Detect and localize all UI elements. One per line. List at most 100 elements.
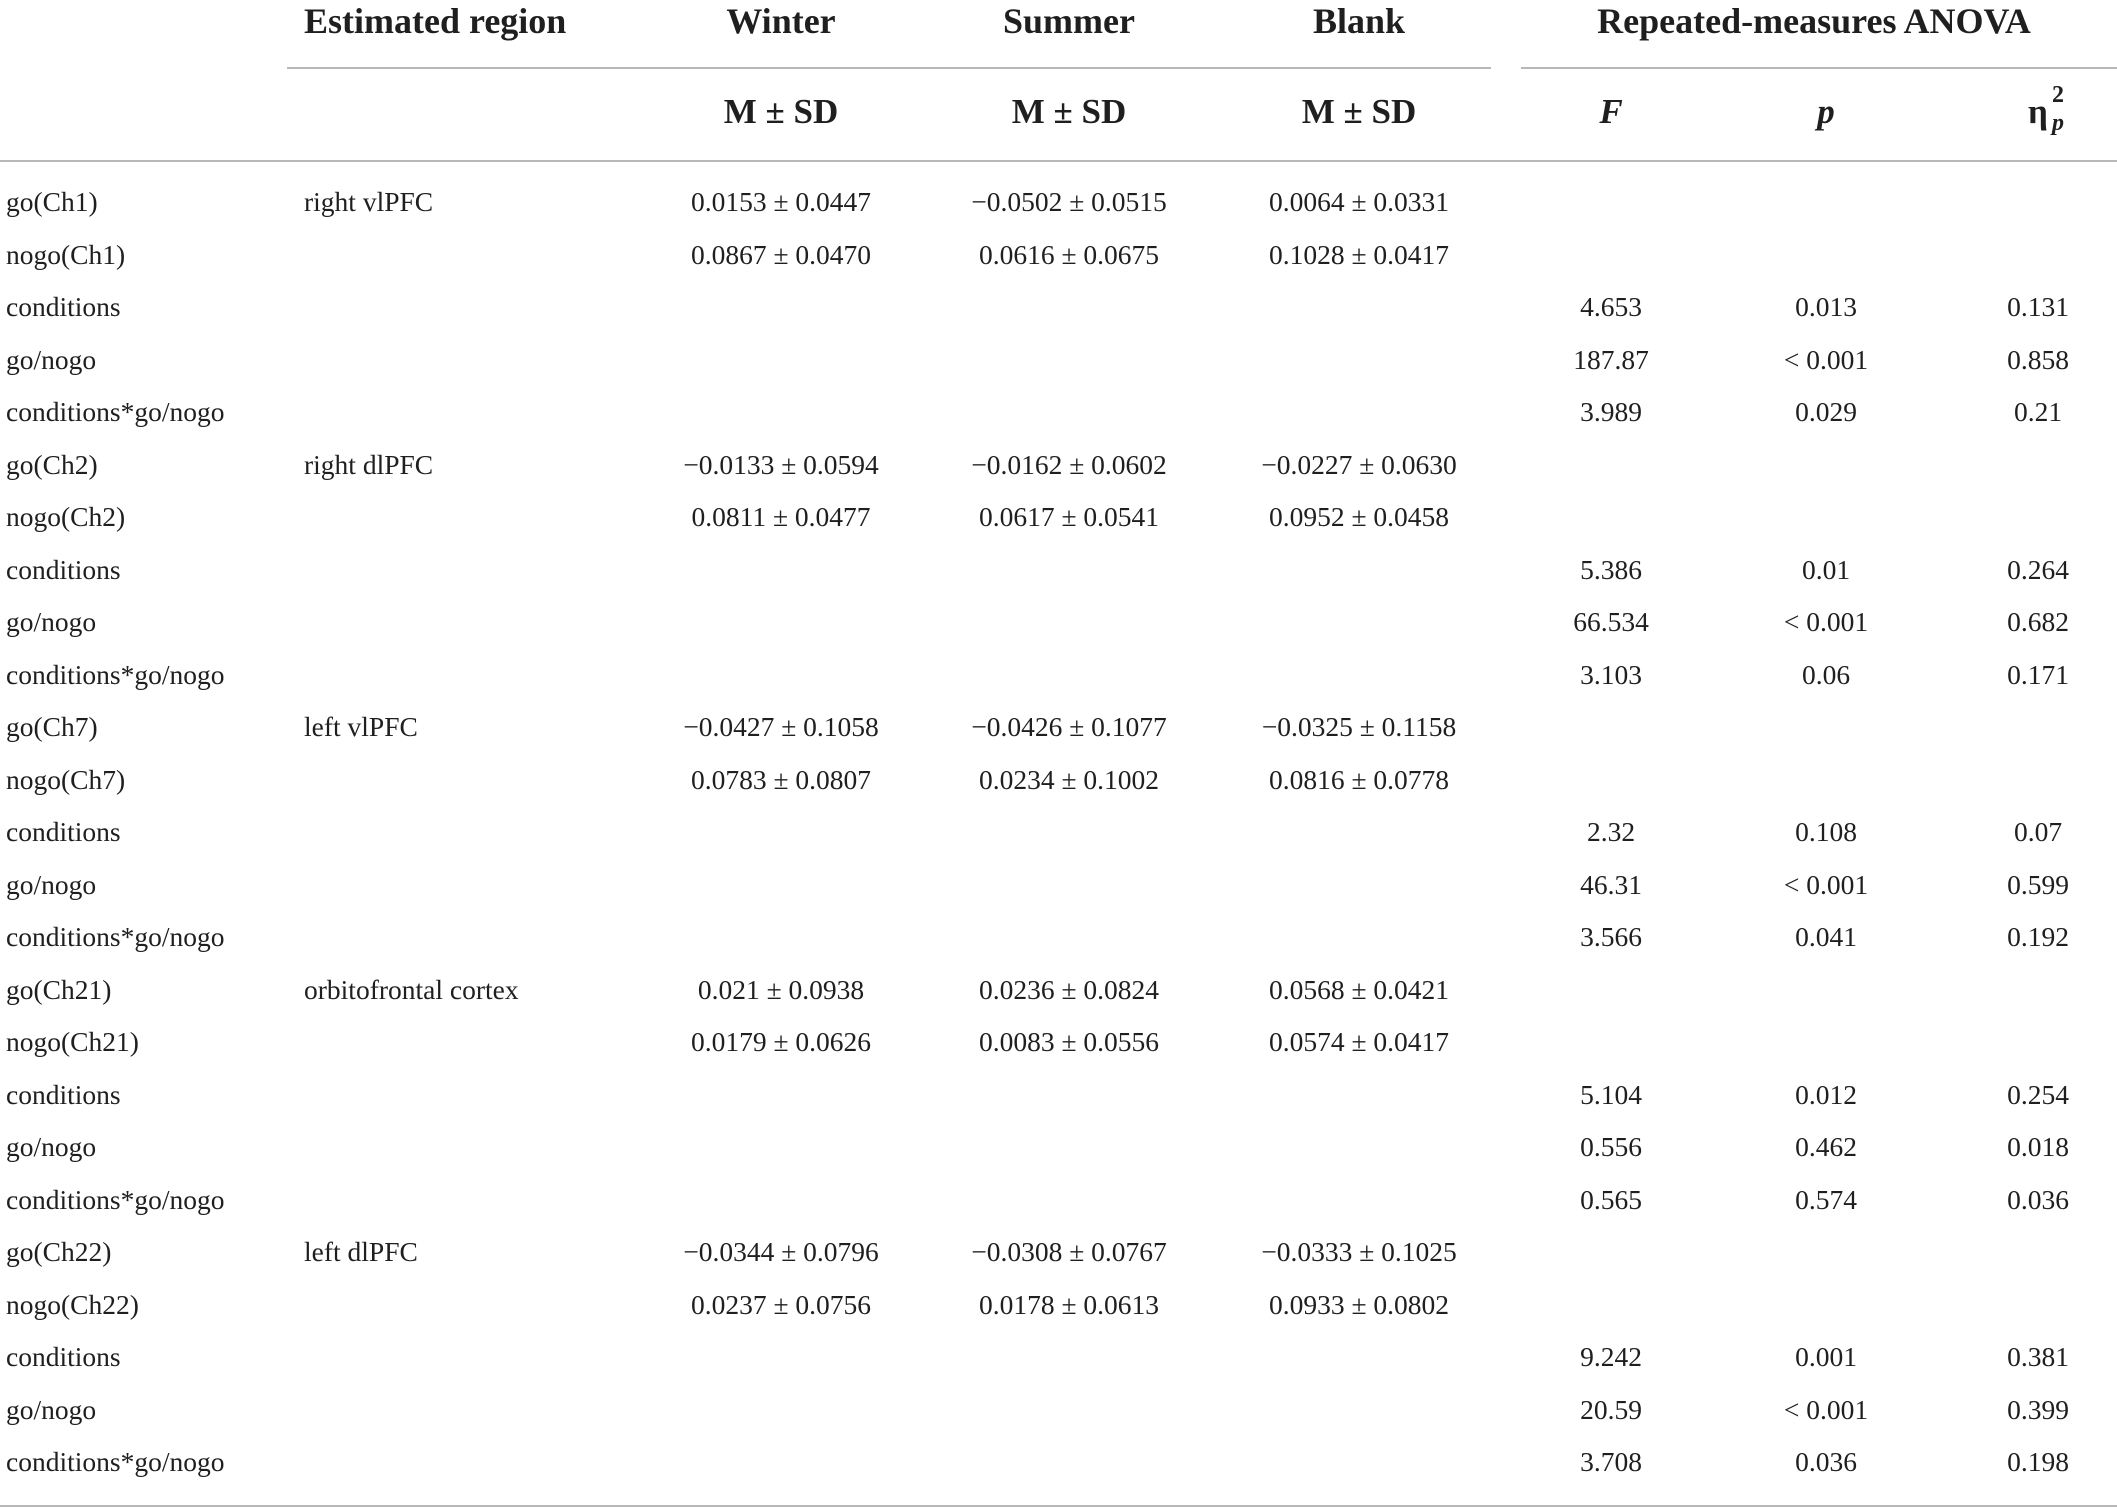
header-p: p [1817,92,1835,131]
row-label: conditions [6,816,121,847]
row-label: go(Ch22) [6,1236,112,1267]
row-label: conditions*go/nogo [6,1183,225,1215]
row-f: 187.87 [1573,343,1649,375]
header-rule-right [1521,67,2117,69]
row-eta: 0.858 [2007,343,2069,375]
header-rule-left [287,67,1491,69]
row-label: go/nogo [6,343,97,375]
row-label: conditions [6,291,121,322]
eta-superscript: 2 [2052,82,2065,108]
row-f: 3.103 [1580,658,1642,690]
row-blank: 0.0952 ± 0.0458 [1268,501,1450,532]
row-f: 0.556 [1580,1131,1642,1162]
row-summer: 0.0236 ± 0.0824 [978,973,1160,1005]
row-p: < 0.001 [1783,343,1869,375]
row-eta: 0.21 [2013,396,2063,427]
row-p: 0.06 [1801,658,1851,690]
header-estimated-region: Estimated region [304,1,567,41]
row-label: nogo(Ch21) [6,1026,139,1057]
row-f: 46.31 [1580,868,1642,900]
row-blank: −0.0333 ± 0.1025 [1261,1236,1457,1267]
row-label: nogo(Ch2) [6,501,126,532]
row-label: conditions [6,1078,121,1110]
row-summer: 0.0083 ± 0.0556 [978,1026,1160,1057]
row-label: go(Ch2) [6,448,98,480]
row-winter: 0.0811 ± 0.0477 [691,501,871,532]
header-anova: Repeated-measures ANOVA [1597,1,2031,41]
row-f: 9.242 [1580,1341,1642,1372]
header-f: F [1599,92,1623,131]
row-f: 5.386 [1580,553,1642,585]
row-eta: 0.599 [2007,868,2069,900]
row-summer: −0.0502 ± 0.0515 [971,186,1167,217]
header-winter: Winter [726,1,836,41]
row-p: 0.574 [1795,1183,1857,1215]
header-summer-msd: M ± SD [1011,92,1127,131]
row-summer: −0.0162 ± 0.0602 [971,448,1167,480]
row-eta: 0.131 [2007,291,2069,322]
row-label: go/nogo [6,1393,97,1425]
row-f: 20.59 [1580,1393,1642,1425]
row-winter: 0.021 ± 0.0938 [697,973,865,1005]
row-region: orbitofrontal cortex [304,973,519,1005]
row-p: 0.029 [1795,396,1857,427]
row-f: 2.32 [1586,816,1636,847]
row-summer: 0.0616 ± 0.0675 [978,238,1160,270]
row-label: conditions*go/nogo [6,658,225,690]
row-label: go/nogo [6,606,97,637]
row-label: go(Ch7) [6,711,98,742]
row-eta: 0.254 [2007,1078,2069,1110]
row-eta: 0.198 [2007,1446,2069,1477]
row-winter: −0.0344 ± 0.0796 [683,1236,879,1267]
row-summer: 0.0234 ± 0.1002 [978,763,1160,795]
row-eta: 0.682 [2007,606,2069,637]
row-eta: 0.07 [2013,816,2063,847]
row-p: 0.012 [1795,1078,1857,1110]
row-blank: 0.0568 ± 0.0421 [1268,973,1450,1005]
row-region: right vlPFC [304,186,434,217]
row-f: 0.565 [1580,1183,1642,1215]
row-summer: −0.0426 ± 0.1077 [971,711,1167,742]
row-label: nogo(Ch22) [6,1288,139,1320]
row-f: 3.566 [1580,921,1642,952]
row-label: conditions*go/nogo [6,396,225,427]
row-eta: 0.381 [2007,1341,2069,1372]
row-label: conditions [6,1341,121,1372]
row-eta: 0.171 [2007,658,2069,690]
row-blank: 0.0933 ± 0.0802 [1268,1288,1450,1320]
header-blank: Blank [1312,1,1406,41]
row-winter: 0.0153 ± 0.0447 [690,186,872,217]
table-bottom-rule [0,1505,2117,1507]
row-summer: 0.0178 ± 0.0613 [978,1288,1160,1320]
row-f: 5.104 [1580,1078,1642,1110]
row-label: nogo(Ch1) [6,238,126,270]
row-label: conditions*go/nogo [6,1446,225,1477]
row-region: left vlPFC [304,711,418,742]
row-blank: 0.0816 ± 0.0778 [1268,763,1450,795]
row-p: 0.036 [1795,1446,1857,1477]
row-p: 0.001 [1795,1341,1857,1372]
row-f: 3.989 [1580,396,1642,427]
row-label: go/nogo [6,1131,97,1162]
row-p: < 0.001 [1783,1393,1869,1425]
row-winter: 0.0783 ± 0.0807 [690,763,872,795]
row-eta: 0.264 [2007,553,2069,585]
row-winter: −0.0133 ± 0.0594 [683,448,879,480]
row-label: nogo(Ch7) [6,763,126,795]
row-f: 66.534 [1573,606,1649,637]
row-p: 0.462 [1795,1131,1857,1162]
row-p: 0.013 [1795,291,1857,322]
row-summer: 0.0617 ± 0.0541 [978,501,1160,532]
row-winter: −0.0427 ± 0.1058 [683,711,879,742]
row-p: 0.041 [1795,921,1857,952]
row-eta: 0.399 [2007,1393,2069,1425]
row-region: right dlPFC [304,448,434,480]
row-blank: 0.0064 ± 0.0331 [1268,186,1450,217]
row-label: conditions [6,553,121,585]
eta-subscript: p [2052,110,2065,136]
row-label: go(Ch1) [6,186,98,217]
eta-base: η [2028,92,2048,131]
